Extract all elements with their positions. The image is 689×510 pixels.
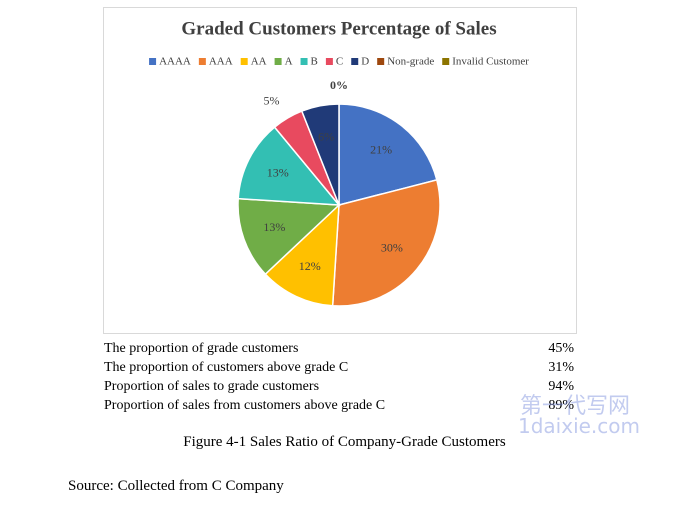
data-label: 13%: [267, 166, 289, 180]
figure-caption: Figure 4-1 Sales Ratio of Company-Grade …: [183, 434, 506, 450]
legend-label: C: [336, 56, 343, 68]
legend-label: Invalid Customer: [452, 56, 529, 68]
legend-label: D: [361, 56, 369, 68]
chart-title: Graded Customers Percentage of Sales: [181, 18, 496, 39]
legend-label: AAA: [209, 56, 233, 68]
data-label: 12%: [299, 259, 321, 273]
chart: Graded Customers Percentage of Sales AAA…: [103, 7, 577, 334]
legend-swatch: [325, 58, 333, 65]
legend-label: Non-grade: [387, 56, 434, 68]
stat-label: The proportion of grade customers: [104, 341, 299, 356]
stat-label: The proportion of customers above grade …: [104, 360, 349, 375]
stat-value: 94%: [548, 379, 574, 394]
legend-label: AAAA: [159, 56, 191, 68]
pie-slice: [237, 126, 341, 206]
data-label: 0%: [330, 78, 348, 92]
stat-label: Proportion of sales to grade customers: [104, 379, 320, 394]
data-label: 21%: [370, 142, 392, 156]
pie-slice: [264, 203, 340, 307]
legend-swatch: [149, 58, 157, 65]
stat-label: Proportion of sales from customers above…: [104, 398, 386, 413]
source-note: Source: Collected from C Company: [68, 478, 284, 494]
watermark: 1daixie.com: [518, 414, 641, 438]
pie-slice: [331, 178, 441, 307]
stat-row: Proportion of sales from customers above…: [104, 398, 574, 417]
legend-swatch: [240, 58, 248, 65]
stat-row: The proportion of customers above grade …: [104, 360, 574, 379]
stat-value: 31%: [548, 360, 574, 375]
data-label: 5%: [263, 93, 279, 107]
pie-slice: [338, 103, 438, 206]
stat-value: 89%: [548, 398, 574, 413]
legend-label: AA: [251, 56, 267, 68]
legend-swatch: [300, 58, 308, 65]
data-label: 6%: [318, 129, 334, 143]
stat-row: The proportion of grade customers 45%: [104, 341, 574, 360]
pie-slice: [237, 197, 341, 276]
legend-swatch: [377, 58, 385, 65]
legend-label: B: [311, 56, 318, 68]
stat-row: Proportion of sales to grade customers 94…: [104, 379, 574, 398]
watermark: 第一代写网: [520, 394, 631, 419]
legend-swatch: [274, 58, 282, 65]
stat-value: 45%: [548, 341, 574, 356]
pie-slice: [300, 103, 340, 206]
data-label: 30%: [381, 241, 403, 255]
legend-swatch: [351, 58, 359, 65]
legend-swatch: [442, 58, 450, 65]
legend-label: A: [285, 56, 293, 68]
legend-swatch: [198, 58, 206, 65]
data-label: 13%: [263, 220, 285, 234]
